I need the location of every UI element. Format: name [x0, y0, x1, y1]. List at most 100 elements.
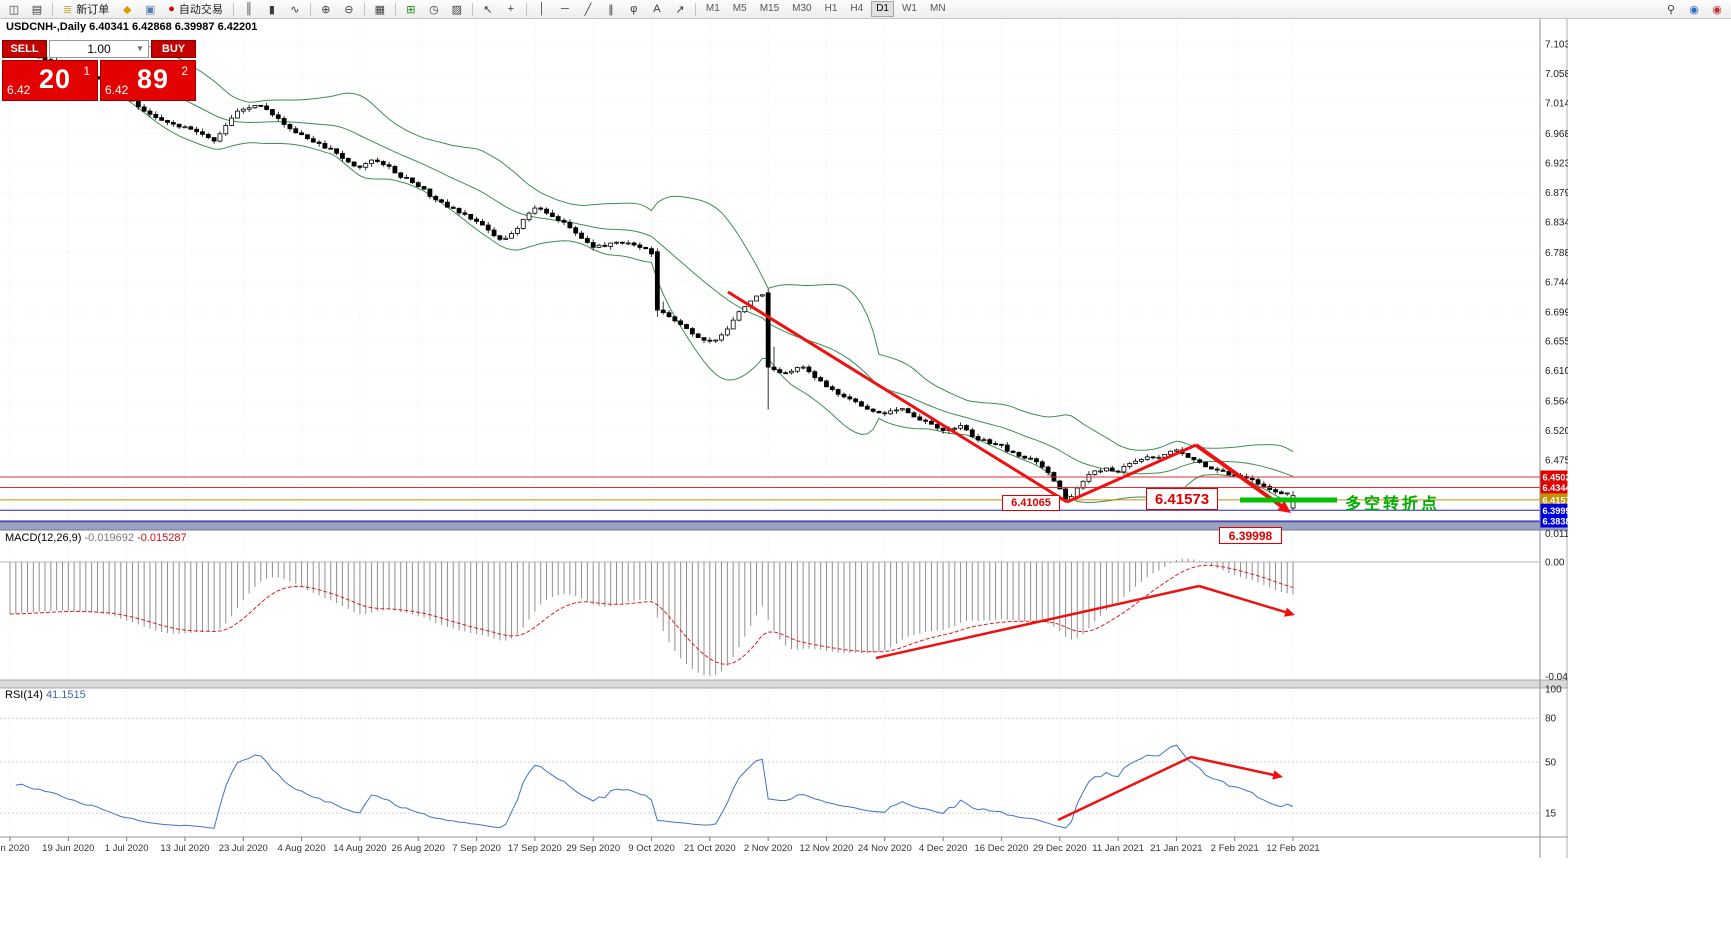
grid: [0, 19, 1540, 836]
svg-text:6.65510: 6.65510: [1545, 337, 1568, 348]
periods-button[interactable]: ◷: [429, 3, 439, 16]
svg-text:7.05875: 7.05875: [1545, 69, 1568, 80]
horizontal-line-button[interactable]: ─: [560, 3, 569, 15]
timeframe-m1[interactable]: M1: [705, 3, 720, 14]
tile-windows-button[interactable]: ▦: [374, 3, 386, 16]
cursor-button[interactable]: ↖: [483, 3, 493, 16]
svg-text:9 Oct 2020: 9 Oct 2020: [628, 843, 674, 854]
text-button[interactable]: A: [653, 3, 661, 15]
timeframe-m15[interactable]: M15: [759, 3, 780, 14]
svg-text:6.69935: 6.69935: [1545, 307, 1568, 318]
rsi-indicator: [0, 717, 1540, 829]
rsi-name: RSI(14): [5, 689, 43, 701]
autotrading-button-label: 自动交易: [178, 4, 223, 16]
arrows-button[interactable]: ↗: [675, 3, 685, 16]
date-axis: Jun 2020 19 Jun 2020 1 Jul 2020 13 Jul 2020…: [0, 837, 1320, 854]
sell-price-big: 20: [39, 64, 72, 94]
volume-input[interactable]: 1.00 ▼: [49, 40, 149, 58]
pane-separators[interactable]: [0, 19, 1568, 858]
price-label-low[interactable]: 6.41065: [1002, 495, 1060, 511]
timeframe-w1[interactable]: W1: [901, 3, 917, 14]
svg-text:21 Oct 2020: 21 Oct 2020: [684, 843, 736, 854]
chart-canvas[interactable]: 7.10330 7.05875 7.01420 6.96830 6.92375 6.879…: [0, 0, 1568, 945]
chart-title: USDCNH-,Daily 6.40341 6.42868 6.39987 6.…: [6, 21, 258, 33]
price-label-current-low[interactable]: 6.39998: [1219, 527, 1282, 544]
alerts-icon[interactable]: ◉: [1712, 3, 1722, 16]
terminal-button[interactable]: ▣: [145, 3, 156, 16]
search-icon[interactable]: ⚲: [1666, 3, 1676, 16]
macd-name: MACD(12,26,9): [5, 532, 82, 544]
svg-text:6.56465: 6.56465: [1545, 397, 1568, 408]
svg-text:6.45026: 6.45026: [1543, 472, 1569, 482]
svg-text:17 Sep 2020: 17 Sep 2020: [508, 843, 562, 854]
svg-text:6.87920: 6.87920: [1545, 188, 1568, 199]
toolbar-separator: [309, 2, 311, 16]
candlestick-chart-button[interactable]: ▮: [268, 3, 275, 16]
svg-text:11 Jan 2021: 11 Jan 2021: [1092, 843, 1144, 854]
new-order-button-label: 新订单: [76, 4, 110, 16]
svg-text:6.43443: 6.43443: [1543, 483, 1569, 493]
buy-price-prefix: 6.42: [105, 83, 129, 97]
svg-text:6.92375: 6.92375: [1545, 159, 1568, 170]
svg-text:6.74420: 6.74420: [1545, 278, 1568, 289]
indicators-button[interactable]: ⊞: [406, 3, 416, 16]
new-order-button[interactable]: ≣ 新订单: [57, 1, 115, 17]
line-chart-button[interactable]: ∿: [290, 3, 300, 16]
vertical-line-button[interactable]: │: [538, 3, 546, 15]
svg-text:6.83465: 6.83465: [1545, 218, 1568, 229]
buy-price-tile[interactable]: 6.42 89 2: [100, 60, 196, 101]
timeframe-h4[interactable]: H4: [850, 3, 864, 14]
crosshair-button[interactable]: +: [507, 3, 515, 15]
svg-text:6.41573: 6.41573: [1543, 495, 1569, 505]
timeframe-m30[interactable]: M30: [792, 3, 812, 14]
volume-caret-icon[interactable]: ▼: [136, 44, 144, 53]
svg-text:15: 15: [1545, 809, 1557, 820]
sell-price-tile[interactable]: 6.42 20 1: [2, 60, 98, 101]
bollinger-bands: [120, 40, 1294, 504]
fibonacci-button[interactable]: φ: [630, 3, 638, 15]
one-click-trading-widget: SELL 1.00 ▼ BUY 6.42 20 1 6.42 89 2: [2, 40, 196, 101]
svg-text:23 Jul 2020: 23 Jul 2020: [219, 843, 268, 854]
turning-point-note[interactable]: 多空转折点: [1345, 496, 1441, 513]
toolbar-separator: [363, 2, 365, 16]
trendline-button[interactable]: ╱: [584, 3, 592, 16]
autotrading-button[interactable]: ● 自动交易: [162, 1, 229, 17]
trend-annotations[interactable]: [727, 290, 1337, 822]
metaeditor-button[interactable]: ◆: [122, 3, 132, 16]
macd-main-value: -0.019692: [84, 532, 135, 544]
svg-text:12 Nov 2020: 12 Nov 2020: [800, 843, 854, 854]
svg-text:4 Aug 2020: 4 Aug 2020: [278, 843, 326, 854]
profiles-button[interactable]: ▤: [31, 3, 43, 16]
price-label-pivot[interactable]: 6.41573: [1146, 488, 1218, 510]
svg-text:50: 50: [1545, 758, 1557, 769]
timeframe-d1[interactable]: D1: [871, 1, 894, 17]
sell-button[interactable]: SELL: [2, 40, 47, 58]
macd-label: MACD(12,26,9) -0.019692 -0.015287: [5, 532, 187, 544]
svg-text:13 Jul 2020: 13 Jul 2020: [160, 843, 209, 854]
svg-text:7.10330: 7.10330: [1545, 40, 1568, 51]
svg-text:7.01420: 7.01420: [1545, 99, 1568, 110]
macd-indicator: [0, 558, 1540, 676]
channel-button[interactable]: ∥: [608, 3, 614, 16]
timeframe-h1[interactable]: H1: [824, 3, 838, 14]
svg-text:24 Nov 2020: 24 Nov 2020: [858, 843, 912, 854]
svg-text:16 Dec 2020: 16 Dec 2020: [975, 843, 1029, 854]
new-chart-button[interactable]: ◫: [8, 3, 20, 16]
bar-chart-button[interactable]: ║: [244, 3, 253, 15]
svg-text:6.38382: 6.38382: [1543, 517, 1569, 527]
timeframe-m5[interactable]: M5: [732, 3, 747, 14]
svg-text:29 Sep 2020: 29 Sep 2020: [566, 843, 620, 854]
community-icon[interactable]: ◉: [1689, 3, 1699, 16]
svg-text:6.52010: 6.52010: [1545, 426, 1568, 437]
svg-text:Jun 2020: Jun 2020: [0, 843, 30, 854]
autotrading-icon: ●: [168, 3, 175, 15]
zoom-in-button[interactable]: ⊕: [321, 3, 331, 16]
svg-text:4 Dec 2020: 4 Dec 2020: [919, 843, 968, 854]
svg-text:0.011431: 0.011431: [1545, 529, 1568, 540]
buy-button[interactable]: BUY: [151, 40, 196, 58]
templates-button[interactable]: ▨: [451, 3, 463, 16]
svg-text:80: 80: [1545, 714, 1557, 725]
zoom-out-button[interactable]: ⊖: [344, 3, 354, 16]
timeframe-mn[interactable]: MN: [929, 3, 946, 14]
svg-text:6.78875: 6.78875: [1545, 248, 1568, 259]
